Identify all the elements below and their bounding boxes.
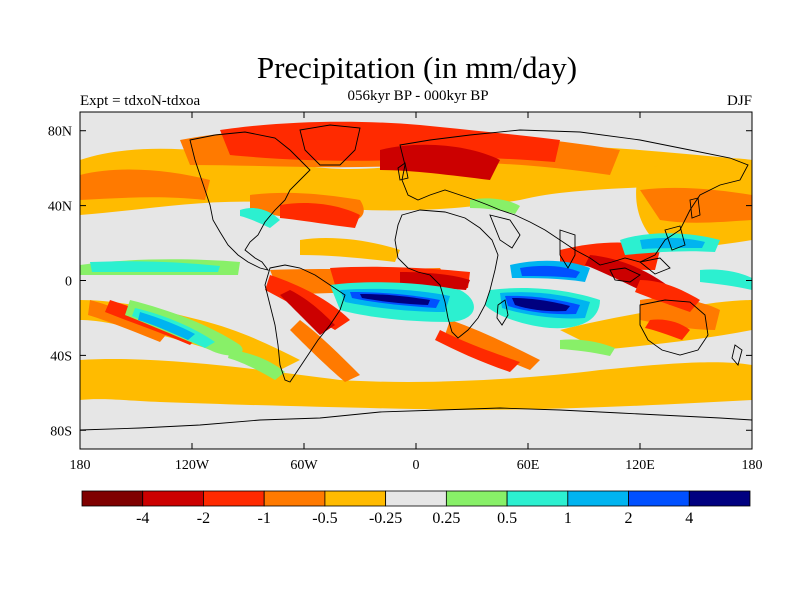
colorbar-label: 0.5 <box>497 510 517 527</box>
lon-tick-label: 120E <box>625 458 655 473</box>
lat-tick-label: 80S <box>50 424 72 439</box>
map-panel <box>80 112 752 449</box>
colorbar-label: -0.5 <box>312 510 337 527</box>
colorbar-swatch <box>81 490 144 507</box>
colorbar-label: 0.25 <box>432 510 460 527</box>
lon-tick-label: 180 <box>742 458 763 473</box>
lon-tick-label: 60W <box>290 458 318 473</box>
colorbar-swatch <box>263 490 326 507</box>
longitude-axis: 180 120W 60W 0 60E 120E 180 <box>70 112 763 473</box>
lon-tick-label: 0 <box>413 458 420 473</box>
season-label: DJF <box>726 93 752 109</box>
lon-tick-label: 60E <box>517 458 540 473</box>
latitude-axis: 80N 40N 0 40S 80S <box>48 125 752 439</box>
colorbar-label: -2 <box>197 510 210 527</box>
precip-anomaly-fields <box>80 121 752 410</box>
colorbar-swatch <box>142 490 204 507</box>
colorbar-label: 1 <box>564 510 572 527</box>
colorbar-swatch <box>506 490 569 507</box>
map-title: Precipitation (in mm/day) <box>256 50 578 85</box>
colorbar-label: -0.25 <box>369 510 402 527</box>
colorbar-swatch <box>385 490 447 507</box>
lon-tick-label: 120W <box>175 458 210 473</box>
lat-tick-label: 40S <box>50 349 72 364</box>
colorbar-swatch <box>445 490 508 507</box>
colorbar-swatch <box>324 490 387 507</box>
colorbar-swatch <box>203 490 265 507</box>
map-subtitle: 056kyr BP - 000kyr BP <box>347 88 489 104</box>
colorbar-swatch <box>688 490 751 507</box>
lat-tick-label: 80N <box>48 125 72 140</box>
colorbar: -4 -2 -1 -0.5 -0.25 0.25 0.5 1 2 4 <box>81 490 751 527</box>
colorbar-label: 4 <box>685 510 693 527</box>
colorbar-label: 2 <box>625 510 633 527</box>
experiment-label: Expt = tdxoN-tdxoa <box>80 93 201 109</box>
coastlines <box>80 124 752 431</box>
lat-tick-label: 40N <box>48 200 72 215</box>
lon-tick-label: 180 <box>70 458 91 473</box>
colorbar-swatch <box>628 490 690 507</box>
lat-tick-label: 0 <box>65 275 72 290</box>
colorbar-swatch <box>567 490 629 507</box>
colorbar-label: -1 <box>258 510 271 527</box>
colorbar-label: -4 <box>136 510 149 527</box>
